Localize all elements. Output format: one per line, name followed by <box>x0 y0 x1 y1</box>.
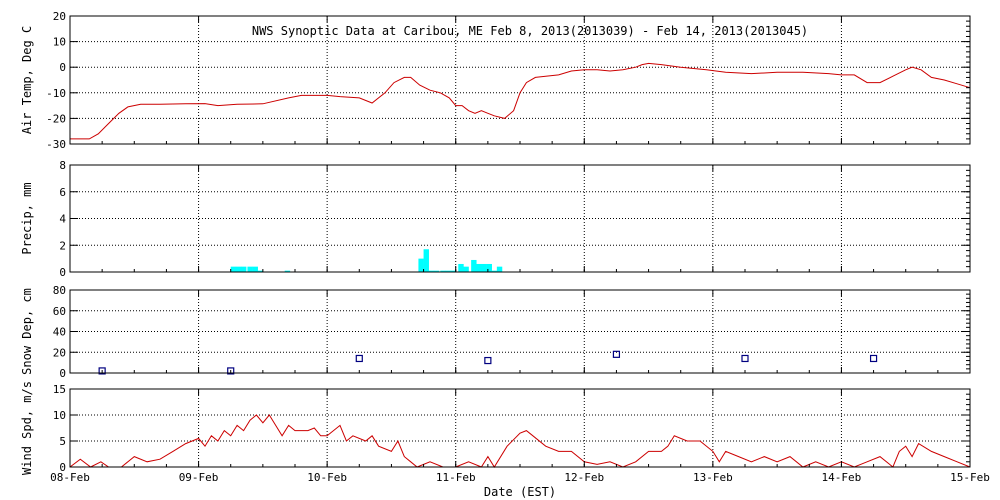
y-tick-label: 40 <box>53 326 66 339</box>
panel-airtemp: -30 -20 -10 0 10 20 Air Temp, Deg C <box>20 10 971 151</box>
precip-bar <box>450 270 456 272</box>
chart-title: NWS Synoptic Data at Caribou, ME Feb 8, … <box>252 24 808 38</box>
precip-bar <box>463 266 469 272</box>
x-axis-label: Date (EST) <box>484 485 556 499</box>
y-tick-label: 6 <box>59 186 66 199</box>
precip-bar <box>440 270 446 272</box>
y-tick-label: 0 <box>59 266 66 279</box>
precip-bar <box>230 266 237 272</box>
precip-bar <box>433 270 440 272</box>
precip-bar <box>476 263 482 272</box>
y-axis-label: Precip, mm <box>20 182 34 254</box>
plot-panels: -30 -20 -10 0 10 20 Air Temp, Deg C 0 2 4 6 8 Precip… <box>20 10 990 484</box>
y-tick-label: 0 <box>59 367 66 380</box>
snow-depth-point <box>869 354 878 363</box>
y-tick-label: 5 <box>59 435 66 448</box>
y-tick-label: 0 <box>59 461 66 474</box>
y-tick-label: 60 <box>53 305 66 318</box>
precip-bar <box>481 263 487 272</box>
x-tick-label: 08-Feb <box>50 471 90 484</box>
y-tick-label: 10 <box>53 409 66 422</box>
precip-bar <box>445 270 451 272</box>
x-tick-label: 13-Feb <box>693 471 733 484</box>
y-tick-label: 8 <box>59 159 66 172</box>
snow-depth-point <box>355 354 363 363</box>
y-tick-label: -10 <box>46 87 66 100</box>
y-axis-label: Snow Dep, cm <box>20 288 34 375</box>
precip-bar <box>257 270 264 272</box>
y-axis-label: Wind Spd, m/s <box>20 381 34 475</box>
precip-bar <box>428 270 435 272</box>
y-tick-label: 20 <box>53 10 66 23</box>
airtemp-series-line <box>70 62 971 140</box>
wind-series-line <box>69 414 971 468</box>
y-tick-label: 4 <box>59 213 66 226</box>
y-axis-label: Air Temp, Deg C <box>20 26 34 134</box>
precip-bar <box>418 258 424 272</box>
y-tick-label: 2 <box>59 239 66 252</box>
precip-bar <box>496 266 503 272</box>
snow-depth-point <box>227 367 235 375</box>
x-tick-label: 12-Feb <box>564 471 604 484</box>
precip-bar <box>423 249 429 272</box>
y-tick-label: 80 <box>53 284 66 297</box>
precip-bar <box>471 259 477 272</box>
precip-bar <box>252 266 258 272</box>
panel-precip: 0 2 4 6 8 Precip, mm <box>20 159 971 279</box>
y-tick-label: -20 <box>46 112 66 125</box>
panel-frame <box>69 388 971 468</box>
snow-depth-point <box>612 350 621 358</box>
x-tick-label: 14-Feb <box>822 471 862 484</box>
x-tick-label: 11-Feb <box>436 471 476 484</box>
snow-depth-point <box>484 356 492 365</box>
precip-bar <box>247 266 253 272</box>
y-tick-label: 10 <box>53 36 66 49</box>
y-tick-label: 15 <box>53 383 66 396</box>
snow-depth-point <box>98 367 106 375</box>
panel-wind: 0 5 10 15 Wind Spd, m/s <box>20 381 971 475</box>
panel-snow: 0 20 40 60 80 Snow Dep, cm <box>20 284 971 380</box>
x-tick-label: 10-Feb <box>307 471 347 484</box>
x-tick-label: 09-Feb <box>179 471 219 484</box>
precip-bar <box>284 270 291 272</box>
y-tick-label: -30 <box>46 138 66 151</box>
x-tick-label: 15-Feb <box>950 471 990 484</box>
precip-bar <box>241 266 247 272</box>
y-tick-label: 20 <box>53 346 66 359</box>
precip-bar <box>491 270 498 272</box>
precip-bar <box>235 266 242 272</box>
precip-bar <box>458 263 464 272</box>
snow-depth-point <box>741 354 749 363</box>
precip-bar <box>486 263 492 272</box>
y-tick-label: 0 <box>59 61 66 74</box>
